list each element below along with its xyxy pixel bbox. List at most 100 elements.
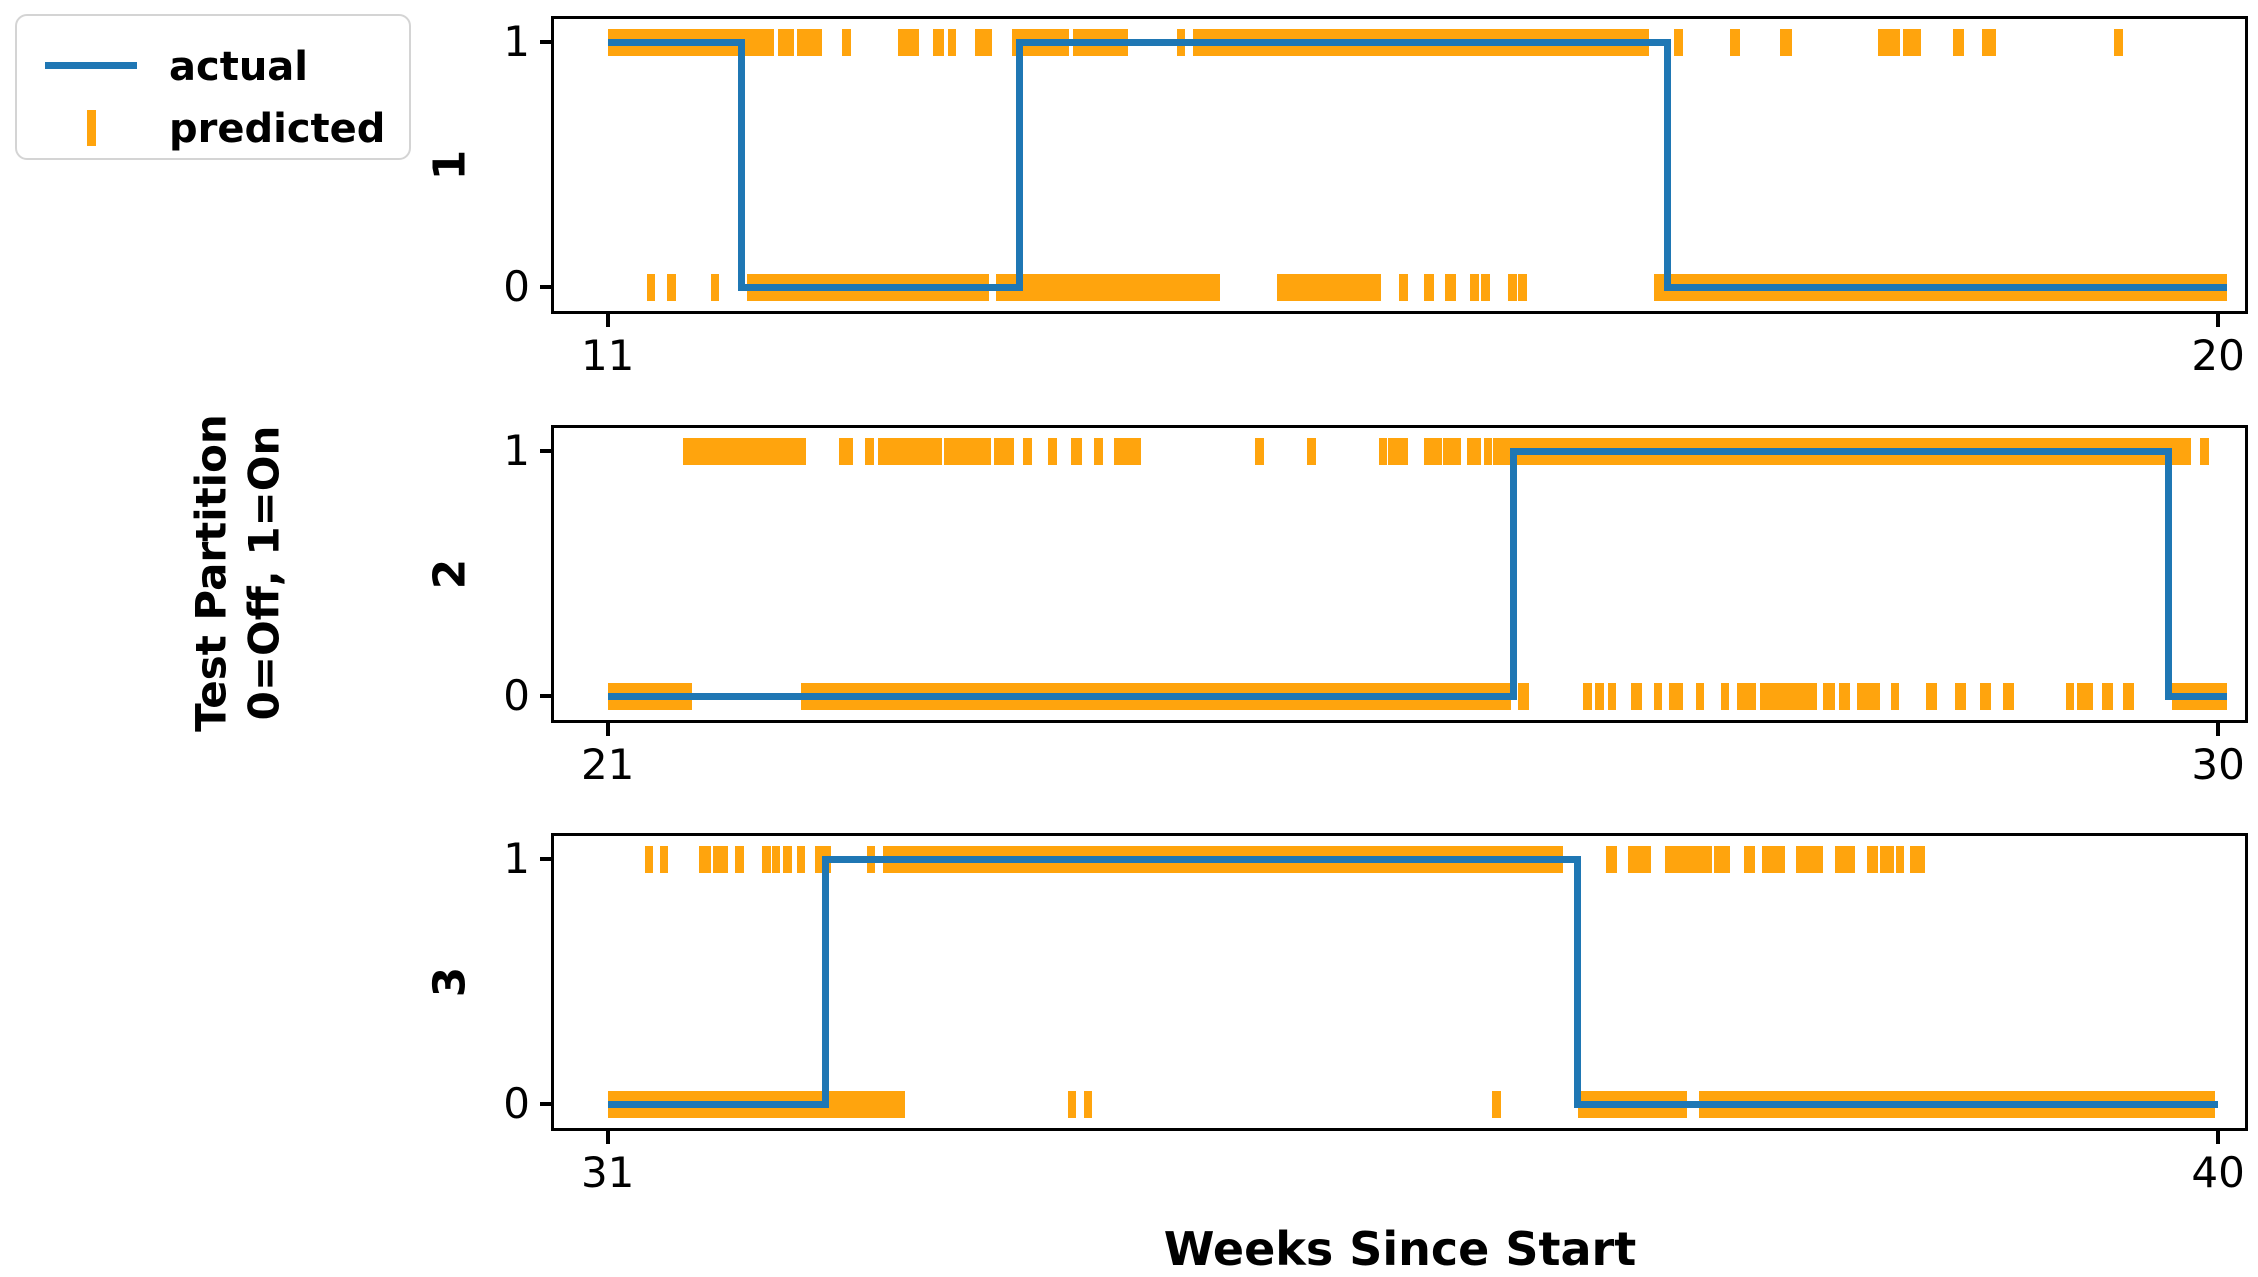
predicted-tick-mark bbox=[1674, 28, 1684, 56]
actual-line-segment bbox=[1663, 42, 1671, 287]
predicted-tick-mark bbox=[1910, 845, 1925, 873]
x-tick-label: 20 bbox=[2191, 331, 2245, 380]
predicted-tick-mark bbox=[1760, 682, 1818, 710]
predicted-tick-mark bbox=[1779, 28, 1793, 56]
subplot-3-plot-area bbox=[554, 836, 2245, 1128]
predicted-tick-mark bbox=[1423, 273, 1435, 301]
predicted-tick-mark bbox=[682, 437, 807, 465]
predicted-tick-mark bbox=[1484, 437, 1493, 465]
predicted-tick-mark bbox=[761, 845, 771, 873]
actual-line-segment bbox=[738, 42, 746, 287]
predicted-tick-mark bbox=[1500, 437, 1509, 465]
predicted-tick-mark bbox=[1822, 682, 1836, 710]
predicted-tick-mark bbox=[897, 28, 920, 56]
predicted-tick-mark bbox=[1507, 273, 1517, 301]
predicted-tick-mark bbox=[1398, 273, 1408, 301]
actual-line-segment bbox=[1015, 42, 1023, 287]
predicted-tick-mark bbox=[994, 437, 1014, 465]
x-tick-mark bbox=[605, 1131, 610, 1144]
predicted-tick-mark bbox=[1627, 845, 1651, 873]
predicted-tick-mark bbox=[734, 845, 744, 873]
predicted-tick-mark bbox=[2003, 682, 2015, 710]
predicted-tick-mark bbox=[1606, 845, 1617, 873]
predicted-tick-mark bbox=[1518, 273, 1528, 301]
predicted-tick-mark bbox=[1071, 437, 1082, 465]
predicted-tick-mark bbox=[2076, 682, 2093, 710]
y-tick-label: 1 bbox=[503, 17, 530, 66]
x-tick-label: 40 bbox=[2191, 1148, 2245, 1197]
x-tick-label: 21 bbox=[580, 740, 635, 789]
predicted-tick-mark bbox=[1480, 273, 1490, 301]
predicted-tick-mark bbox=[772, 845, 781, 873]
predicted-tick-mark bbox=[865, 437, 875, 465]
predicted-tick-mark bbox=[1423, 437, 1442, 465]
actual-line-segment bbox=[2164, 692, 2228, 700]
y-tick-label: 1 bbox=[503, 834, 530, 883]
actual-line-segment bbox=[1015, 38, 1671, 46]
actual-line-segment bbox=[1663, 283, 2228, 291]
predicted-tick-mark bbox=[1443, 437, 1462, 465]
legend-actual-line-icon bbox=[45, 62, 137, 69]
predicted-tick-mark bbox=[647, 273, 656, 301]
predicted-tick-mark bbox=[974, 28, 993, 56]
y-tick-mark bbox=[540, 857, 551, 861]
actual-line-segment bbox=[1574, 859, 1582, 1104]
predicted-tick-mark bbox=[1518, 682, 1530, 710]
x-tick-label: 30 bbox=[2191, 740, 2245, 789]
x-tick-label: 31 bbox=[580, 1148, 635, 1197]
actual-line-segment bbox=[1509, 451, 1517, 696]
y-tick-label: 1 bbox=[503, 426, 530, 475]
predicted-tick-mark bbox=[1695, 682, 1704, 710]
predicted-tick-mark bbox=[1896, 845, 1905, 873]
actual-line-segment bbox=[607, 38, 746, 46]
predicted-tick-mark bbox=[995, 273, 1220, 301]
y-axis-label-line2: 0=Off, 1=On bbox=[239, 425, 288, 721]
predicted-tick-mark bbox=[1926, 682, 1938, 710]
x-tick-mark bbox=[2216, 314, 2221, 327]
subplot-2-plot-area bbox=[554, 428, 2245, 720]
predicted-tick-mark bbox=[947, 28, 956, 56]
subplot-1-plot-area bbox=[554, 19, 2245, 311]
predicted-tick-mark bbox=[1668, 682, 1684, 710]
predicted-tick-mark bbox=[1835, 845, 1855, 873]
predicted-tick-mark bbox=[1094, 437, 1104, 465]
x-tick-mark bbox=[605, 723, 610, 736]
y-tick-label: 0 bbox=[503, 262, 530, 311]
predicted-tick-mark bbox=[1795, 845, 1823, 873]
predicted-tick-mark bbox=[1047, 437, 1057, 465]
predicted-tick-mark bbox=[1713, 845, 1730, 873]
actual-line-segment bbox=[822, 855, 1582, 863]
subplot-3-axes: 3 1 0 31 40 bbox=[425, 833, 2248, 1194]
predicted-tick-mark bbox=[1890, 682, 1899, 710]
predicted-tick-mark bbox=[711, 273, 720, 301]
predicted-tick-mark bbox=[783, 845, 792, 873]
predicted-tick-mark bbox=[1631, 682, 1642, 710]
y-axis-label: Test Partition 0=Off, 1=On bbox=[186, 414, 291, 732]
predicted-tick-mark bbox=[1307, 437, 1317, 465]
predicted-tick-mark bbox=[1466, 437, 1481, 465]
predicted-tick-mark bbox=[1720, 682, 1729, 710]
predicted-tick-mark bbox=[666, 273, 676, 301]
predicted-tick-mark bbox=[698, 845, 712, 873]
predicted-tick-mark bbox=[1470, 273, 1480, 301]
y-tick-label: 0 bbox=[503, 671, 530, 720]
subplot-3-row-label: 3 bbox=[424, 966, 476, 998]
predicted-tick-mark bbox=[1878, 28, 1900, 56]
predicted-tick-mark bbox=[1493, 437, 1502, 465]
predicted-tick-mark bbox=[645, 845, 654, 873]
predicted-tick-mark bbox=[1867, 845, 1879, 873]
predicted-tick-mark bbox=[1067, 1090, 1076, 1118]
predicted-tick-mark bbox=[1582, 682, 1592, 710]
predicted-tick-mark bbox=[1595, 682, 1605, 710]
x-tick-mark bbox=[605, 314, 610, 327]
predicted-tick-mark bbox=[1607, 682, 1616, 710]
predicted-tick-mark bbox=[933, 28, 945, 56]
predicted-tick-mark bbox=[797, 845, 806, 873]
y-tick-mark bbox=[540, 694, 551, 698]
x-tick-mark bbox=[2216, 723, 2221, 736]
predicted-tick-mark bbox=[1022, 437, 1032, 465]
predicted-tick-mark bbox=[842, 28, 852, 56]
legend-label-predicted: predicted bbox=[169, 106, 386, 152]
predicted-tick-mark bbox=[659, 845, 668, 873]
legend-label-actual: actual bbox=[169, 44, 309, 90]
